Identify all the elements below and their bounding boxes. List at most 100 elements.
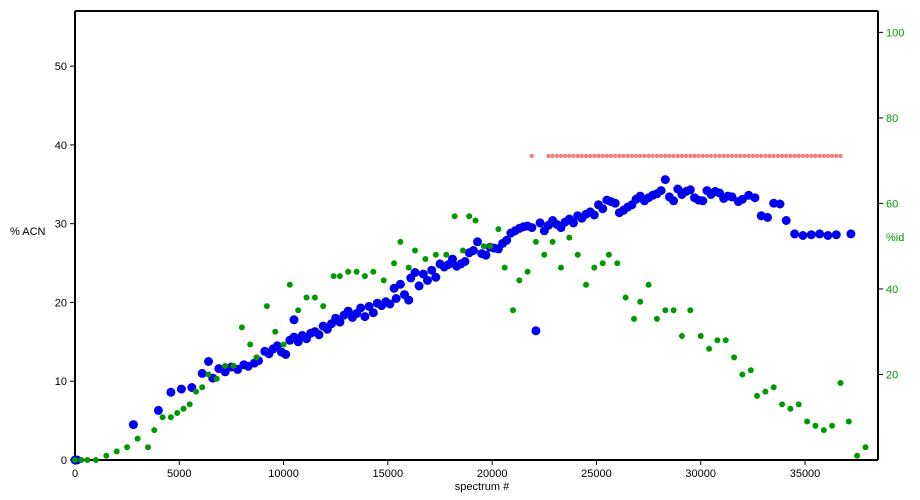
data-point (610, 198, 620, 208)
data-point (846, 229, 856, 239)
data-point (353, 268, 360, 275)
data-point (734, 153, 739, 159)
data-point (205, 371, 212, 378)
data-point (637, 298, 644, 305)
x-tick-label: 10000 (268, 468, 299, 480)
data-point (771, 153, 776, 159)
series-1 (72, 213, 869, 463)
series-0 (70, 175, 856, 465)
data-point (697, 333, 704, 339)
data-point (775, 199, 785, 209)
data-point (775, 153, 781, 159)
data-point (621, 153, 626, 159)
data-point (660, 175, 670, 185)
data-point (589, 210, 599, 220)
data-point (480, 243, 487, 250)
data-point (193, 388, 199, 395)
left-y-tick-label: 0 (61, 455, 67, 467)
data-point (443, 251, 450, 258)
data-point (412, 247, 418, 254)
data-point (574, 251, 581, 258)
data-point (679, 153, 685, 159)
data-point (854, 452, 861, 459)
right-y-axis-title: %id (886, 232, 904, 244)
data-point (567, 153, 572, 159)
data-point (253, 354, 260, 361)
right-y-tick-label: 40 (886, 284, 898, 296)
data-point (247, 341, 254, 348)
data-point (588, 153, 593, 159)
data-point (238, 324, 245, 331)
data-point (692, 153, 697, 159)
data-point (714, 337, 721, 344)
data-point (629, 153, 635, 159)
data-point (790, 229, 800, 239)
data-point (516, 277, 523, 284)
data-point (472, 217, 479, 224)
data-point (397, 238, 404, 245)
data-point (727, 192, 737, 202)
data-point (176, 384, 186, 394)
right-y-tick-label: 60 (886, 198, 898, 210)
data-point (622, 294, 629, 301)
data-point (796, 153, 801, 159)
data-point (330, 273, 337, 280)
data-point (395, 279, 405, 289)
data-point (809, 153, 814, 159)
data-point (527, 223, 537, 233)
data-point (153, 405, 163, 415)
data-point (738, 153, 743, 159)
data-point (562, 153, 568, 159)
data-point (510, 307, 516, 314)
data-point (124, 444, 131, 451)
data-point (671, 153, 676, 159)
data-point (356, 303, 366, 313)
data-point (495, 226, 502, 233)
data-point (314, 330, 324, 340)
data-point (423, 275, 432, 285)
data-point (645, 281, 652, 288)
data-point (604, 153, 610, 159)
data-point (286, 281, 293, 288)
data-point (678, 333, 685, 339)
data-point (747, 367, 754, 374)
data-point (779, 153, 785, 159)
data-point (204, 357, 213, 366)
data-point (466, 213, 473, 220)
data-point (762, 388, 769, 395)
data-point (713, 153, 718, 159)
data-point (92, 457, 99, 463)
data-point (729, 153, 735, 159)
data-point (272, 328, 279, 335)
data-point (845, 418, 852, 425)
data-point (422, 256, 429, 262)
data-point (696, 153, 701, 159)
data-point (78, 457, 85, 463)
data-point (608, 153, 614, 159)
data-point (653, 315, 660, 322)
data-point (448, 254, 457, 264)
data-point (754, 392, 760, 399)
data-point (650, 153, 655, 159)
data-point (813, 153, 818, 159)
data-point (335, 317, 345, 327)
series-2 (529, 153, 843, 159)
x-tick-label: 20000 (477, 468, 508, 480)
data-point (531, 326, 541, 336)
data-point (566, 234, 573, 241)
left-y-axis-title: % ACN (10, 226, 46, 238)
data-point (617, 153, 622, 159)
data-point (781, 216, 791, 225)
data-point (385, 299, 395, 309)
data-point (592, 153, 597, 159)
data-point (549, 238, 556, 245)
data-point (575, 153, 580, 159)
data-point (113, 448, 120, 455)
data-point (806, 230, 816, 240)
data-points (70, 153, 869, 465)
data-point (151, 427, 158, 434)
right-y-tick-label: 80 (886, 113, 898, 125)
data-point (311, 294, 318, 301)
data-point (558, 264, 564, 271)
